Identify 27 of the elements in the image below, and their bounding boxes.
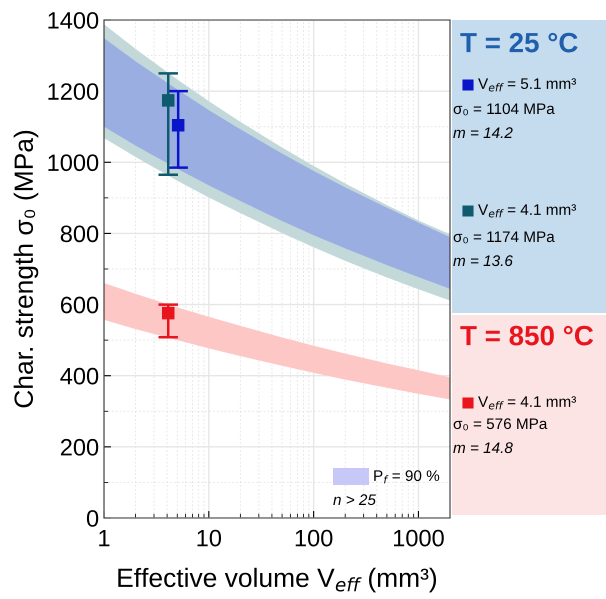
y-tick-label: 1000 bbox=[48, 154, 98, 172]
legend-label: V$_{eff}$ = 5.1 mm³ bbox=[478, 78, 576, 92]
x-tick-label: 1000 bbox=[394, 530, 444, 546]
y-tick-label: 400 bbox=[60, 368, 98, 384]
y-axis-title: Char. strength σ₀ (MPa) bbox=[14, 130, 38, 408]
text: σ₀ = 1104 MPa bbox=[454, 103, 555, 116]
y-tick-label: 600 bbox=[60, 296, 98, 314]
x-axis-title: Effective volume V$_{eff}$ (mm³) bbox=[118, 568, 436, 592]
text: m = 13.6 bbox=[453, 255, 513, 266]
legend-label: V$_{eff}$ = 4.1 mm³ bbox=[478, 396, 576, 410]
y-tick-label: 1400 bbox=[48, 12, 98, 29]
y-tick-label: 200 bbox=[60, 438, 98, 456]
text: σ₀ = 576 MPa bbox=[454, 418, 548, 430]
x-tick-label: 100 bbox=[296, 530, 332, 546]
text: m = 14.8 bbox=[453, 442, 513, 454]
annotation: P$_{f}$ = 90 % bbox=[374, 470, 440, 484]
text: m = 14.2 bbox=[453, 127, 513, 138]
x-tick-label: 10 bbox=[197, 530, 222, 546]
legend-label: V$_{eff}$ = 4.1 mm³ bbox=[478, 204, 576, 218]
y-tick-label: 0 bbox=[86, 510, 98, 527]
text: T = 850 °C bbox=[460, 326, 594, 346]
x-tick-label: 1 bbox=[99, 530, 110, 546]
text: T = 25 °C bbox=[460, 32, 578, 52]
y-tick-label: 1200 bbox=[48, 83, 98, 100]
text: σ₀ = 1174 MPa bbox=[454, 231, 555, 244]
annotation: n > 25 bbox=[333, 494, 376, 506]
y-tick-label: 800 bbox=[60, 225, 98, 242]
